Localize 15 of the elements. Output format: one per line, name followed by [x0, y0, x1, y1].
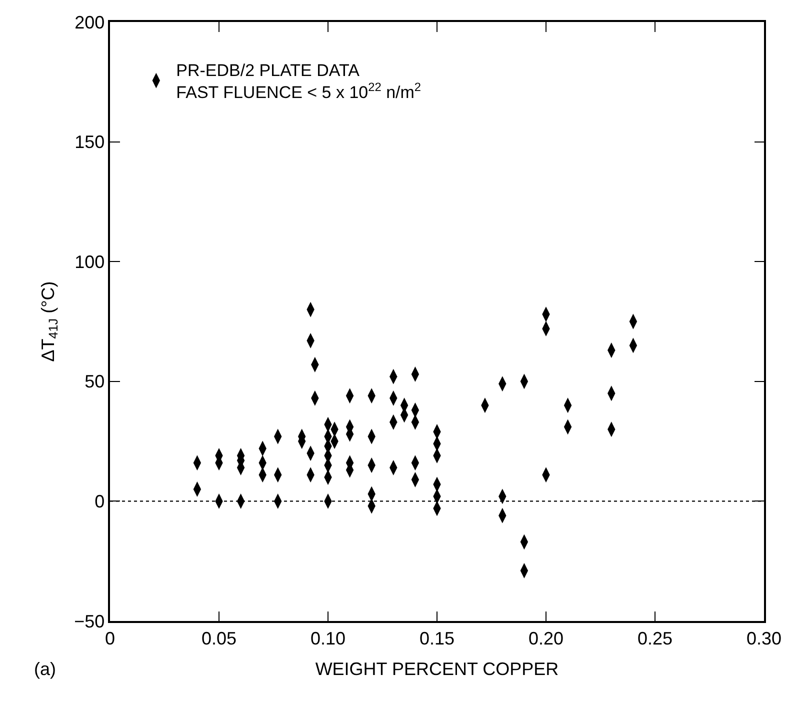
x-tick-label: 0.05 [201, 628, 237, 648]
y-tick-label: −50 [74, 611, 105, 632]
y-tick-label: 100 [74, 252, 105, 272]
y-tick-label: 50 [84, 372, 105, 392]
y-tick-label: 150 [74, 132, 105, 152]
legend-label: PR-EDB/2 PLATE DATA FAST FLUENCE < 5 x 10$^{22}$ n/m$^{2}$ [176, 61, 422, 102]
y-tick-label: 200 [74, 12, 105, 32]
x-tick-label: 0.10 [310, 628, 346, 648]
x-tick-label: 0.25 [637, 628, 673, 648]
x-tick-label: 0.20 [528, 628, 564, 648]
x-tick-label: 0.30 [746, 628, 782, 648]
x-tick-label: 0.15 [419, 628, 455, 648]
text: (a) [34, 659, 56, 679]
x-axis-title: WEIGHT PERCENT COPPER [315, 658, 559, 679]
y-tick-label: 0 [94, 492, 105, 512]
